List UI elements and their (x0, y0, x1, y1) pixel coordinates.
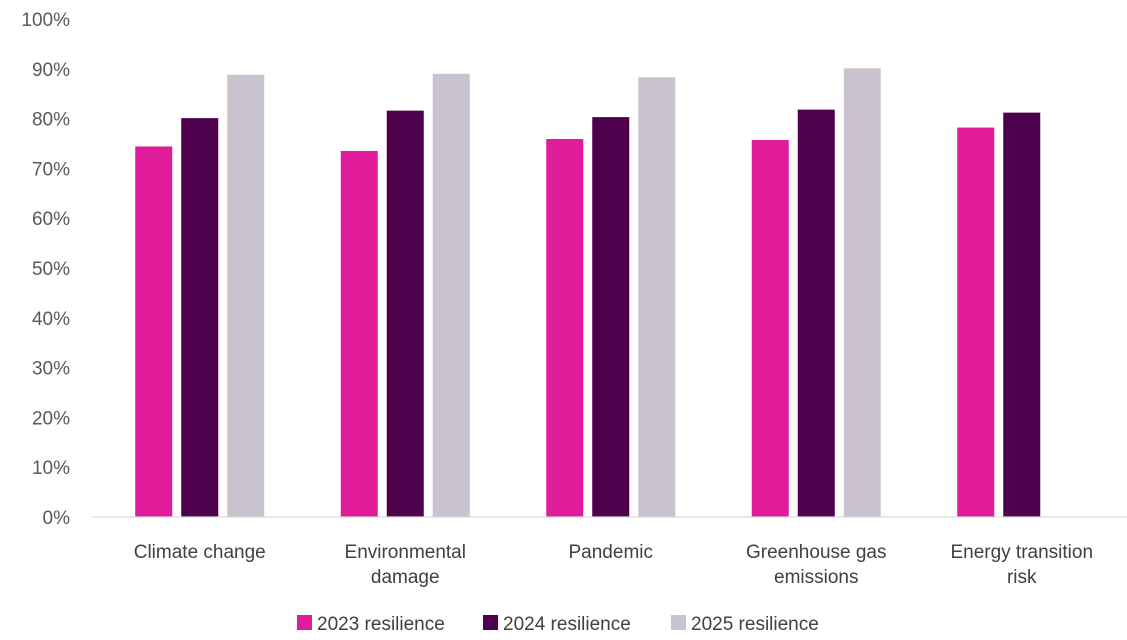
legend-label: 2025 resilience (691, 614, 819, 635)
x-axis-labels: Climate change Environmental damage Pandemi… (134, 542, 1093, 588)
bar-3-4 (843, 68, 881, 517)
bar-1-4 (751, 140, 789, 517)
bars (135, 68, 1041, 518)
bar-3-1 (227, 74, 265, 517)
bar-3-2 (432, 73, 470, 517)
y-tick-label: 80% (32, 110, 70, 131)
legend: 2023 resilience 2024 resilience 2025 resil… (297, 614, 819, 635)
x-category-label: Environmental damage (345, 542, 466, 588)
x-category-label: Pandemic (569, 542, 654, 563)
y-tick-label: 10% (32, 458, 70, 479)
y-tick-label: 100% (21, 10, 70, 31)
bar-2-3 (592, 117, 630, 517)
legend-label: 2024 resilience (503, 614, 631, 635)
bar-2-1 (181, 118, 219, 518)
bar-1-3 (546, 139, 584, 517)
x-category-label: Climate change (134, 542, 266, 563)
y-tick-label: 0% (43, 508, 71, 529)
legend-swatch (483, 615, 498, 630)
bar-3-3 (638, 77, 676, 518)
bar-2-5 (1003, 112, 1041, 518)
y-tick-label: 60% (32, 209, 70, 230)
legend-swatch (297, 615, 312, 630)
y-tick-label: 90% (32, 60, 70, 81)
y-tick-label: 30% (32, 359, 70, 380)
bar-2-2 (386, 110, 424, 517)
legend-label: 2023 resilience (317, 614, 445, 635)
x-category-label: Energy transition risk (950, 542, 1093, 588)
y-tick-label: 50% (32, 259, 70, 280)
y-tick-label: 20% (32, 408, 70, 429)
y-tick-label: 40% (32, 309, 70, 330)
legend-swatch (671, 615, 686, 630)
bar-1-5 (957, 127, 995, 518)
y-axis: 0% 10% 20% 30% 40% 50% 60% 70% 80% 90% 100% (21, 10, 70, 529)
x-category-label: Greenhouse gas emissions (746, 542, 887, 588)
bar-1-2 (340, 150, 378, 517)
y-tick-label: 70% (32, 159, 70, 180)
bar-1-1 (135, 146, 173, 517)
bar-2-4 (797, 109, 835, 518)
